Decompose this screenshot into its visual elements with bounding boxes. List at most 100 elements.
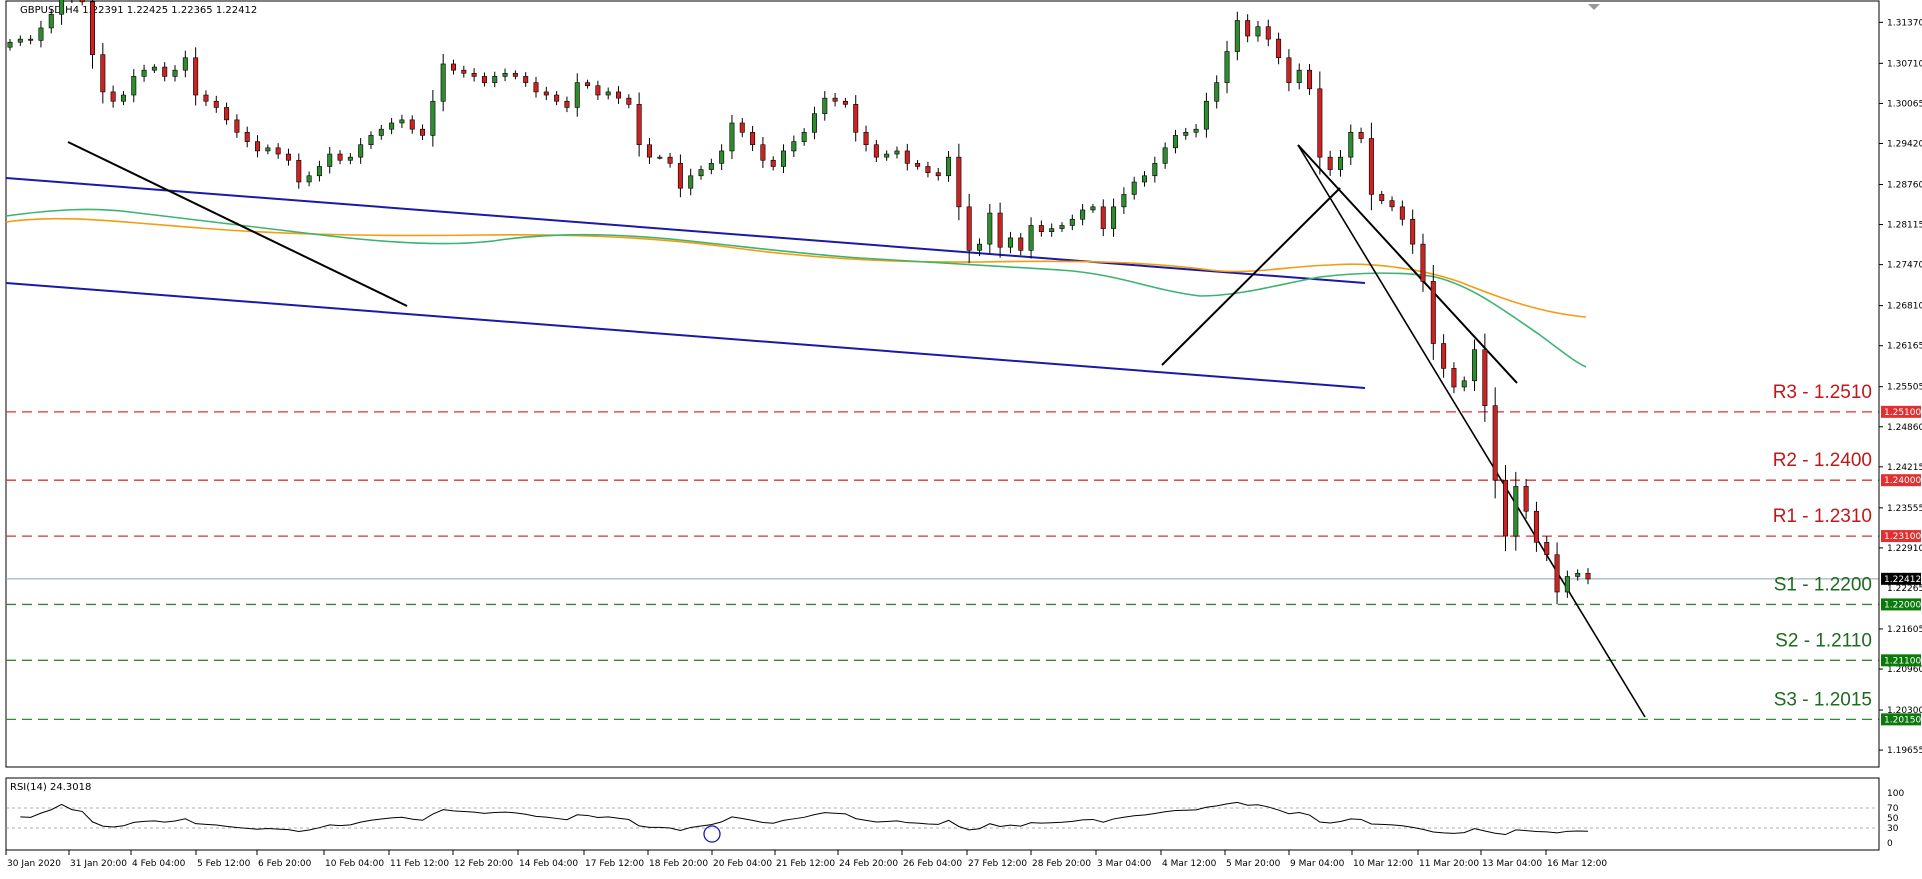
- time-tick-label: 6 Feb 20:00: [258, 859, 312, 869]
- time-tick-label: 21 Feb 12:00: [776, 859, 835, 869]
- candle: [1482, 333, 1488, 422]
- time-tick-label: 24 Feb 20:00: [839, 859, 898, 869]
- candle: [554, 91, 560, 106]
- candle: [1090, 203, 1096, 213]
- level-tag-text: 1.21100: [1884, 656, 1921, 666]
- candle: [832, 93, 838, 107]
- candle: [1142, 171, 1148, 187]
- candle: [1399, 200, 1405, 226]
- candle: [616, 86, 622, 104]
- price-tags: 1.25100 1.24000 1.23100 1.22000 1.21100 1.201…: [1881, 405, 1921, 726]
- level-tag-text: 1.20150: [1884, 715, 1921, 725]
- candle: [368, 131, 374, 149]
- price-tick-label: 1.26810: [1887, 302, 1922, 312]
- level-label: R3 - 1.2510: [1773, 382, 1872, 403]
- main-chart-frame: [5, 0, 1880, 768]
- candle: [59, 0, 65, 25]
- price-tick-label: 1.30065: [1887, 99, 1922, 109]
- current-price-tag: [1881, 572, 1921, 585]
- candle: [1172, 129, 1178, 154]
- candle: [1327, 150, 1333, 176]
- candle: [1472, 339, 1478, 392]
- level-tag: [1881, 530, 1921, 543]
- rsi-tick-label: 50: [1887, 814, 1899, 824]
- candle: [1533, 501, 1539, 552]
- candle: [1430, 264, 1436, 360]
- candle: [409, 115, 415, 134]
- candle: [760, 136, 766, 168]
- candle: [1575, 569, 1581, 581]
- price-tick-label: 1.31370: [1887, 18, 1922, 28]
- candle: [213, 95, 219, 113]
- candle: [285, 148, 291, 166]
- time-tick-label: 13 Mar 04:00: [1482, 859, 1542, 869]
- candle: [1234, 11, 1240, 61]
- candle: [110, 85, 116, 108]
- candle: [17, 35, 23, 46]
- chart-shift-icon[interactable]: [1588, 4, 1600, 10]
- level-label: S2 - 1.2110: [1775, 630, 1872, 651]
- candle: [863, 125, 869, 152]
- candle: [265, 144, 271, 155]
- candle: [698, 165, 704, 180]
- time-tick-label: 4 Mar 12:00: [1162, 859, 1217, 869]
- candle: [739, 118, 745, 138]
- time-tick-label: 17 Feb 12:00: [585, 859, 644, 869]
- candle: [1276, 32, 1282, 65]
- candle: [1059, 222, 1065, 232]
- candle: [585, 79, 591, 89]
- candle: [915, 160, 921, 170]
- candle: [966, 193, 972, 264]
- candle: [1121, 187, 1127, 214]
- trendlines-layer: [67, 141, 1646, 718]
- uptrend-line: [1161, 187, 1341, 366]
- level-tag-text: 1.23100: [1884, 532, 1921, 542]
- candle: [1461, 376, 1467, 392]
- candle: [626, 94, 632, 109]
- candle: [440, 53, 446, 112]
- candle: [1513, 471, 1519, 551]
- current-price-text: 1.22412: [1884, 575, 1921, 585]
- candle: [1502, 465, 1508, 552]
- candle: [677, 154, 683, 198]
- candles-layer: [7, 0, 1591, 605]
- candle: [141, 64, 147, 82]
- time-tick-label: 10 Mar 12:00: [1353, 859, 1413, 869]
- candle: [1554, 542, 1560, 605]
- candle: [38, 20, 44, 48]
- time-tick-label: 5 Mar 20:00: [1226, 859, 1281, 869]
- price-tick-label: 1.28760: [1887, 180, 1922, 190]
- candle: [1368, 122, 1374, 211]
- candle: [7, 38, 13, 51]
- candle: [1018, 233, 1024, 256]
- price-tick-label: 1.27470: [1887, 261, 1922, 271]
- candle: [564, 96, 570, 113]
- candle: [1162, 142, 1168, 169]
- price-tick-label: 1.22265: [1887, 584, 1922, 594]
- candle: [605, 87, 611, 100]
- candle: [1049, 223, 1055, 237]
- rsi-highlight-circle: [703, 825, 721, 843]
- level-tag: [1881, 598, 1921, 611]
- time-tick-label: 26 Feb 04:00: [903, 859, 962, 869]
- candle: [296, 153, 302, 189]
- price-axis: 1.346251.339601.333201.326751.320151.313…: [1878, 1, 1922, 767]
- candle: [1183, 127, 1189, 140]
- time-tick-label: 9 Mar 04:00: [1290, 859, 1345, 869]
- time-tick-label: 11 Mar 20:00: [1419, 859, 1479, 869]
- level-label: R1 - 1.2310: [1773, 506, 1872, 527]
- candle: [708, 158, 714, 175]
- candle: [1214, 75, 1220, 109]
- candle: [1296, 63, 1302, 90]
- candle: [100, 43, 106, 104]
- time-tick-label: 10 Feb 04:00: [325, 859, 384, 869]
- time-tick-label: 18 Feb 20:00: [649, 859, 708, 869]
- candle: [1420, 233, 1426, 292]
- ma-fast-line: [5, 208, 1587, 368]
- candle: [378, 124, 384, 140]
- candle: [1265, 19, 1271, 47]
- candle: [1131, 176, 1137, 200]
- candle: [471, 68, 477, 82]
